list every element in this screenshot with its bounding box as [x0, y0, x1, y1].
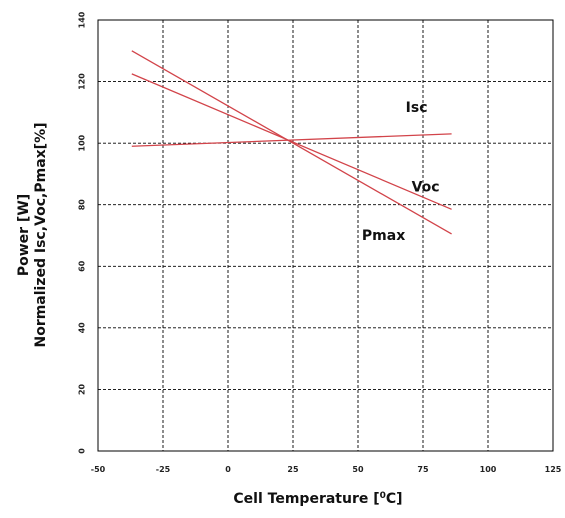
- y-axis-title-line1: Power [W]: [16, 194, 32, 276]
- grid-lines: [98, 20, 553, 451]
- series-label-voc: Voc: [412, 179, 440, 195]
- y-tick-label: 80: [78, 199, 87, 211]
- y-tick-label: 40: [78, 322, 87, 334]
- y-tick-label: 20: [78, 383, 87, 395]
- series-labels: Isc Voc Pmax: [362, 100, 440, 244]
- y-tick-label: 120: [78, 73, 87, 90]
- plot-frame: [97, 19, 554, 452]
- y-tick-label: 100: [78, 134, 87, 151]
- x-tick-label: 100: [480, 465, 497, 474]
- series-lines: [131, 50, 452, 235]
- y-tick-label: 0: [78, 448, 87, 454]
- x-tick-label: 125: [545, 465, 562, 474]
- x-tick-labels: -50 -25 0 25 50 75 100 125: [91, 465, 562, 474]
- x-axis-title: Cell Temperature [0C]: [233, 491, 402, 507]
- x-tick-label: 25: [287, 465, 299, 474]
- series-line-pmax: [131, 50, 452, 235]
- series-line-isc: [131, 133, 452, 147]
- x-tick-label: 75: [417, 465, 429, 474]
- x-tick-label: -50: [91, 465, 106, 474]
- series-label-isc: Isc: [406, 100, 428, 116]
- y-tick-label: 60: [78, 260, 87, 272]
- y-tick-labels: 0 20 40 60 80 100 120 140: [78, 11, 87, 454]
- x-tick-label: 50: [352, 465, 364, 474]
- x-tick-label: 0: [225, 465, 231, 474]
- series-label-pmax: Pmax: [362, 228, 405, 244]
- series-line-voc: [131, 73, 452, 210]
- y-tick-label: 140: [78, 11, 87, 28]
- x-tick-label: -25: [156, 465, 171, 474]
- y-axis-title-line2: Normalized Isc,Voc,Pmax[%]: [33, 122, 49, 347]
